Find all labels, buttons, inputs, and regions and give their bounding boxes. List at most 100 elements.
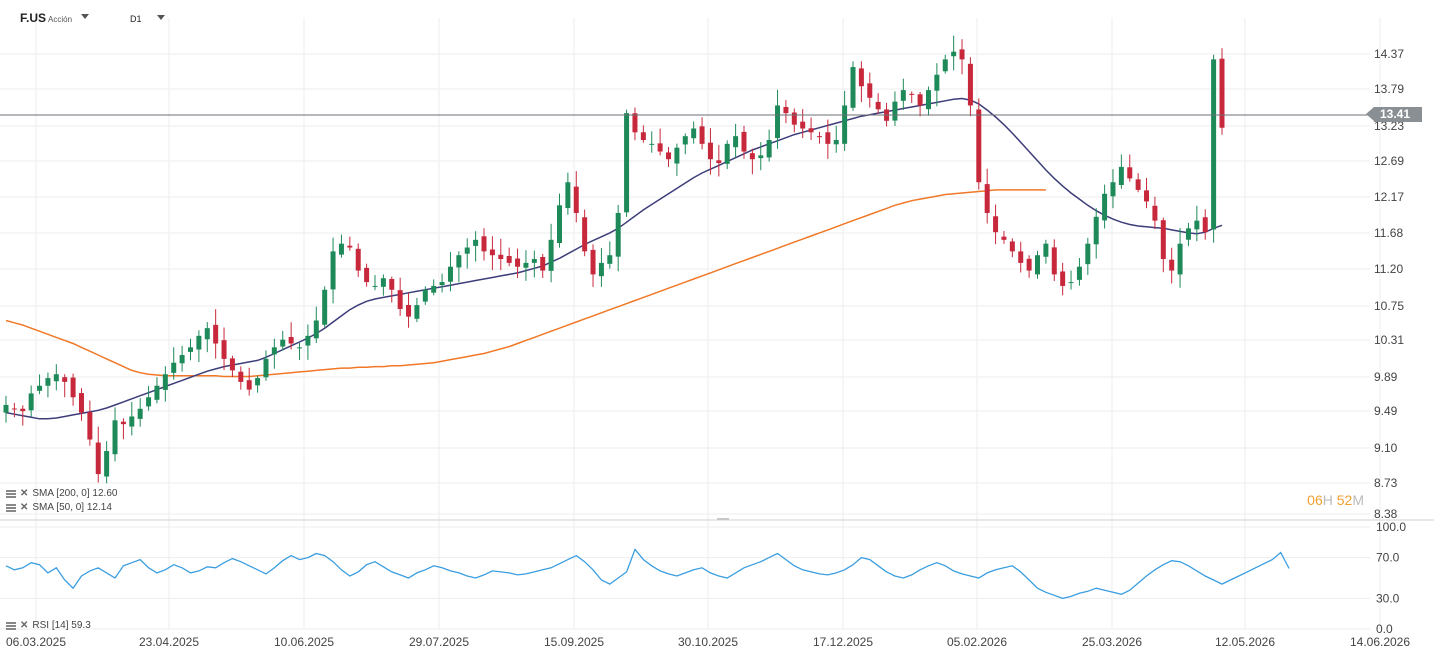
candle-body	[640, 132, 646, 141]
candle-body	[1001, 236, 1007, 240]
rsi-line	[5, 548, 1290, 600]
candle-countdown-timer: 06H 52M	[1307, 492, 1364, 508]
settings-lines-icon[interactable]	[6, 621, 16, 630]
candle-body	[531, 259, 537, 263]
price-tick-label: 12.69	[1374, 154, 1404, 168]
candle-body	[255, 378, 261, 386]
candle-body	[556, 205, 562, 244]
candle-body	[1219, 58, 1225, 128]
candle-body	[406, 304, 412, 317]
candle-body	[800, 121, 806, 129]
candle-body	[967, 63, 973, 106]
candle-body	[741, 131, 747, 152]
candle-body	[372, 285, 378, 287]
settings-lines-icon[interactable]	[6, 489, 16, 498]
close-icon[interactable]: ✕	[20, 502, 29, 513]
symbol-dropdown-icon[interactable]	[81, 14, 89, 19]
candle-body	[297, 347, 303, 349]
time-tick-label: 30.10.2025	[678, 635, 738, 649]
rsi-tick-label: 100.0	[1376, 520, 1406, 534]
candle-body	[389, 279, 395, 290]
candle-body	[45, 378, 51, 386]
candle-body	[607, 255, 613, 264]
candle-body	[833, 140, 839, 145]
candle-body	[481, 236, 487, 252]
candle-body	[62, 377, 68, 382]
candle-body	[515, 258, 521, 267]
price-axis[interactable]: 14.37 13.79 13.23 12.69 12.17 11.68 11.20 10.75…	[1374, 47, 1404, 521]
candle-body	[473, 239, 479, 246]
candle-body	[565, 182, 571, 209]
sma200-legend[interactable]: ✕ SMA [200, 0] 12.60	[6, 488, 117, 499]
candle-body	[615, 212, 621, 257]
candle-body	[313, 320, 319, 339]
candle-body	[53, 374, 59, 382]
sma200-legend-label: SMA [200, 0] 12.60	[32, 488, 118, 499]
candle-body	[213, 324, 219, 344]
candle-body	[850, 67, 856, 108]
candle-body	[942, 59, 948, 72]
candle-body	[976, 109, 982, 183]
candle-body	[129, 416, 135, 427]
rsi-axis: 100.0 70.0 30.0 0.0	[1376, 520, 1406, 636]
time-tick-label: 17.12.2025	[813, 635, 873, 649]
candle-body	[984, 184, 990, 213]
timeframe-dropdown-icon[interactable]	[157, 15, 165, 20]
candle-body	[1202, 217, 1208, 233]
candle-body	[1144, 190, 1150, 202]
pane-resize-handle[interactable]	[717, 518, 729, 520]
candle-body	[78, 393, 84, 413]
candle-body	[1009, 241, 1015, 252]
candle-body	[146, 397, 152, 407]
candle-body	[271, 347, 277, 355]
candle-body	[892, 101, 898, 121]
time-tick-label: 14.06.2026	[1350, 635, 1410, 649]
sma200-path	[5, 189, 1046, 378]
price-tick-label: 10.75	[1374, 299, 1404, 313]
candle-body	[758, 155, 764, 159]
rsi-legend-label: RSI [14] 59.3	[32, 620, 91, 631]
candle-body	[900, 90, 906, 101]
price-tick-label: 8.38	[1374, 507, 1398, 521]
candle-body	[120, 421, 126, 425]
candle-body	[187, 347, 193, 352]
candle-body	[825, 132, 831, 144]
candle-body	[37, 385, 43, 391]
candle-body	[573, 186, 579, 213]
candle-body	[598, 262, 604, 277]
candle-body	[11, 408, 17, 410]
price-tick-label: 13.79	[1374, 82, 1404, 96]
timeframe-selector[interactable]: D1	[130, 14, 142, 24]
candle-body	[1043, 243, 1049, 257]
candle-body	[447, 266, 453, 282]
candle-body	[951, 51, 957, 57]
rsi-path	[5, 548, 1290, 600]
candle-body	[1127, 167, 1133, 179]
candle-body	[733, 136, 739, 148]
time-axis[interactable]: 06.03.2025 23.04.2025 10.06.2025 29.07.2025…	[6, 635, 1410, 649]
rsi-legend[interactable]: ✕ RSI [14] 59.3	[6, 620, 91, 631]
candle-body	[993, 216, 999, 233]
rsi-tick-label: 0.0	[1376, 622, 1393, 636]
candle-body	[112, 420, 118, 455]
symbol-label[interactable]: F.US	[20, 11, 47, 25]
candle-body	[858, 68, 864, 87]
time-tick-label: 10.06.2025	[274, 635, 334, 649]
candle-body	[431, 285, 437, 293]
candle-body	[1026, 258, 1032, 271]
candle-body	[1118, 166, 1124, 185]
close-icon[interactable]: ✕	[20, 488, 29, 499]
candle-body	[934, 74, 940, 91]
settings-lines-icon[interactable]	[6, 503, 16, 512]
candle-body	[783, 106, 789, 114]
sma50-legend[interactable]: ✕ SMA [50, 0] 12.14	[6, 502, 112, 513]
candle-body	[322, 289, 328, 325]
time-tick-label: 12.05.2026	[1215, 635, 1275, 649]
rsi-tick-label: 30.0	[1376, 591, 1400, 605]
candle-body	[666, 152, 672, 160]
close-icon[interactable]: ✕	[20, 620, 29, 631]
candle-body	[439, 282, 445, 285]
candle-body	[624, 113, 630, 213]
time-tick-label: 23.04.2025	[139, 635, 199, 649]
